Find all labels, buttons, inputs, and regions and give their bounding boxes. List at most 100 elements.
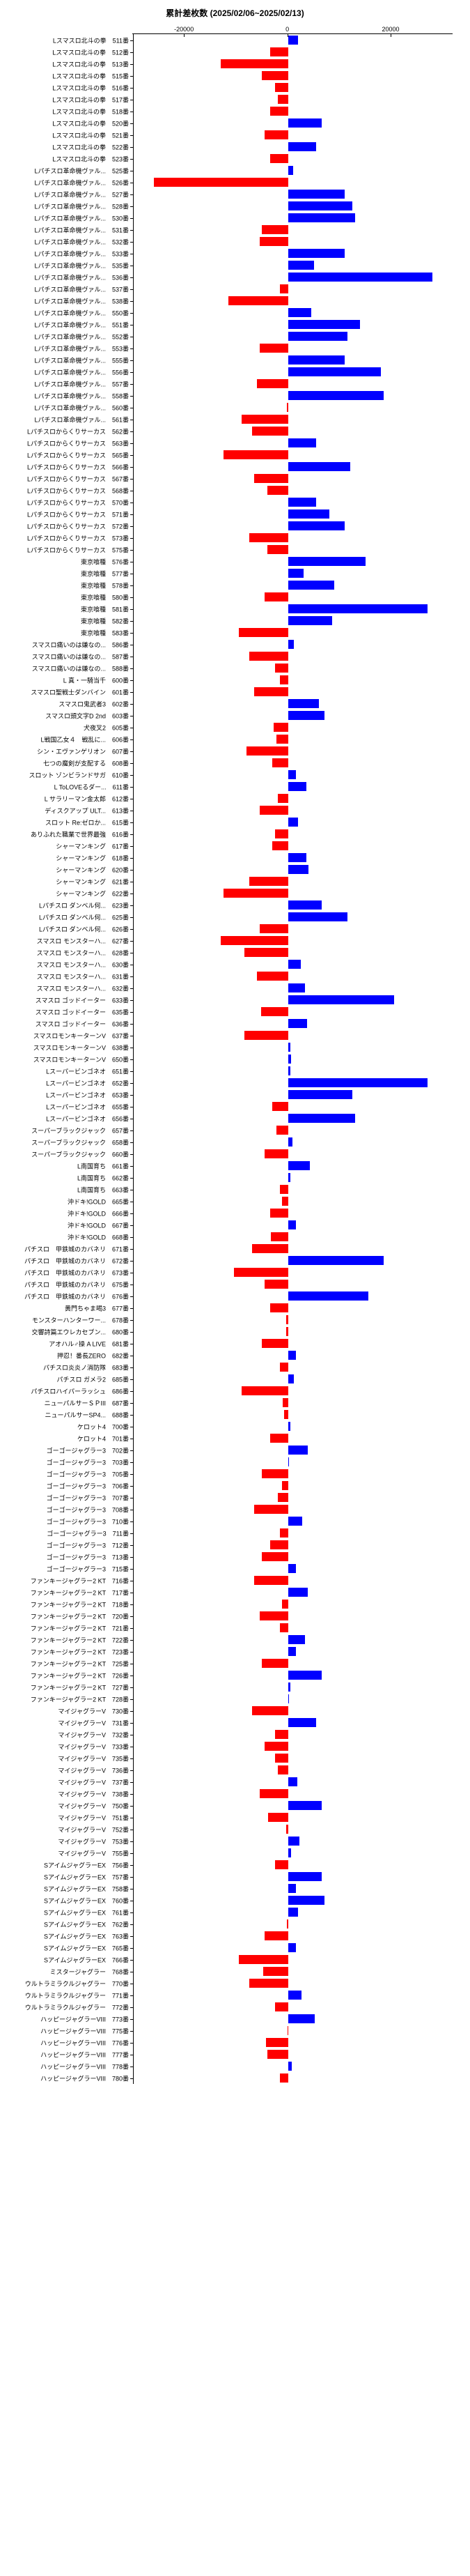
y-label: ゴーゴージャグラー3 711番 xyxy=(47,1528,133,1538)
y-label: Lスマスロ北斗の拳 511番 xyxy=(53,36,133,45)
y-label: ありふれた職業で世界最強 616番 xyxy=(31,829,133,838)
bar-row: 東京喰種 577番 xyxy=(133,567,453,579)
bar xyxy=(262,1552,288,1561)
y-label: SアイムジャグラーEX 766番 xyxy=(44,1955,133,1964)
bar xyxy=(288,995,394,1004)
y-label: ニューパルサーSP4... 688番 xyxy=(45,1410,133,1419)
y-label: マイジャグラーV 735番 xyxy=(58,1754,133,1763)
y-label: ファンキージャグラー2 KT 716番 xyxy=(31,1576,133,1585)
bar xyxy=(288,912,347,921)
bar xyxy=(270,1209,288,1218)
bar xyxy=(265,1280,288,1289)
bar-row: ファンキージャグラー2 KT 725番 xyxy=(133,1657,453,1669)
bar-row: ウルトラミラクルジャグラー 772番 xyxy=(133,2001,453,2013)
bar-row: Lパチスロ革命機ヴァル... 526番 xyxy=(133,176,453,188)
y-label: Lパチスロ革命機ヴァル... 537番 xyxy=(34,284,133,293)
bar-row: 東京喰種 576番 xyxy=(133,555,453,567)
bar-row: L南国育ち 661番 xyxy=(133,1160,453,1172)
bar-row: Lパチスロ革命機ヴァル... 538番 xyxy=(133,295,453,307)
bar-row: Lパチスロ革命機ヴァル... 555番 xyxy=(133,354,453,366)
bar xyxy=(254,1576,288,1585)
bar-row: ハッピージャグラーVIII 780番 xyxy=(133,2072,453,2084)
bar xyxy=(275,83,288,92)
y-label: Lパチスロ革命機ヴァル... 535番 xyxy=(34,261,133,270)
y-label: 犬夜叉2 605番 xyxy=(84,723,133,732)
bar-row: パチスロ 甲鉄城のカバネリ 671番 xyxy=(133,1243,453,1255)
y-label: ファンキージャグラー2 KT 718番 xyxy=(31,1600,133,1609)
y-label: SアイムジャグラーEX 765番 xyxy=(44,1943,133,1952)
bar-row: L ToLOVEるダー... 611番 xyxy=(133,781,453,792)
bar xyxy=(288,521,345,530)
bar-row: Lパチスロからくりサーカス 573番 xyxy=(133,532,453,544)
bar xyxy=(288,1647,296,1656)
y-label: パチスロ ガメラ2 685番 xyxy=(56,1374,133,1383)
y-label: Lパチスロ革命機ヴァル... 551番 xyxy=(34,320,133,329)
bar xyxy=(239,628,288,637)
y-label: Lパチスロからくりサーカス 568番 xyxy=(27,486,133,495)
y-label: スマスロ モンスターハ... 628番 xyxy=(37,948,133,957)
bar-row: ゴーゴージャグラー3 710番 xyxy=(133,1515,453,1527)
y-label: SアイムジャグラーEX 758番 xyxy=(44,1884,133,1893)
bar xyxy=(288,900,322,910)
y-label: スマスロ鬼武者3 602番 xyxy=(58,699,133,708)
bar xyxy=(288,865,309,874)
y-label: Lスーパービンゴネオ 652番 xyxy=(46,1078,133,1087)
bar xyxy=(288,782,306,791)
bar-row: Lスーパービンゴネオ 656番 xyxy=(133,1112,453,1124)
bar-row: ゴーゴージャグラー3 707番 xyxy=(133,1492,453,1503)
bar xyxy=(288,391,384,400)
bar-row: SアイムジャグラーEX 761番 xyxy=(133,1906,453,1918)
bar xyxy=(265,592,288,601)
bar xyxy=(288,1078,428,1087)
bar xyxy=(288,1635,305,1644)
bar xyxy=(288,1173,291,1182)
bar xyxy=(265,1931,288,1940)
y-label: ファンキージャグラー2 KT 727番 xyxy=(31,1682,133,1692)
bar xyxy=(286,1315,288,1324)
y-label: Lパチスロからくりサーカス 567番 xyxy=(27,474,133,483)
bar xyxy=(288,1374,295,1383)
y-label: スマスロモンキーターンV 650番 xyxy=(33,1055,133,1064)
y-label: ファンキージャグラー2 KT 726番 xyxy=(31,1671,133,1680)
bar-row: Lパチスロ革命機ヴァル... 528番 xyxy=(133,200,453,212)
y-label: マイジャグラーV 751番 xyxy=(58,1813,133,1822)
bar xyxy=(288,273,433,282)
y-label: L南国育ち 662番 xyxy=(77,1173,133,1182)
bar-row: Lパチスロからくりサーカス 572番 xyxy=(133,520,453,532)
y-label: Lパチスロからくりサーカス 565番 xyxy=(27,450,133,459)
bar-row: マイジャグラーV 750番 xyxy=(133,1800,453,1811)
bar xyxy=(275,829,288,838)
bar-row: ゴーゴージャグラー3 715番 xyxy=(133,1563,453,1574)
bar xyxy=(282,1481,288,1490)
bar-row: Lパチスロからくりサーカス 570番 xyxy=(133,496,453,508)
bar-row: L南国育ち 663番 xyxy=(133,1183,453,1195)
bar xyxy=(280,1363,288,1372)
y-label: 東京喰種 582番 xyxy=(81,616,133,625)
y-label: 沖ドキ!GOLD 667番 xyxy=(68,1220,133,1229)
bar xyxy=(272,841,288,850)
bar xyxy=(282,1600,288,1609)
bar xyxy=(288,201,353,210)
bar-row: ケロット4 701番 xyxy=(133,1432,453,1444)
bar-row: スマスロ聖戦士ダンバイン 601番 xyxy=(133,686,453,698)
y-label: ハッピージャグラーVIII 777番 xyxy=(40,2050,133,2059)
y-label: Lスマスロ北斗の拳 512番 xyxy=(52,47,133,56)
bar-row: マイジャグラーV 755番 xyxy=(133,1847,453,1859)
bar-row: 犬夜叉2 605番 xyxy=(133,721,453,733)
bar xyxy=(272,1102,288,1111)
bar xyxy=(275,1754,288,1763)
bar xyxy=(260,237,288,246)
bar xyxy=(249,877,288,886)
bar-row: マイジャグラーV 738番 xyxy=(133,1788,453,1800)
bar xyxy=(288,1671,322,1680)
y-label: スマスロ痛いのは嫌なの... 586番 xyxy=(32,640,133,649)
bar-row: ファンキージャグラー2 KT 718番 xyxy=(133,1598,453,1610)
y-label: SアイムジャグラーEX 760番 xyxy=(44,1896,133,1905)
bar-row: ウルトラミラクルジャグラー 771番 xyxy=(133,1989,453,2001)
chart-container: 累計差枚数 (2025/02/06~2025/02/13) -200000200… xyxy=(7,7,463,2084)
bar xyxy=(288,332,347,341)
bar-row: パチスロ 甲鉄城のカバネリ 672番 xyxy=(133,1255,453,1266)
y-label: パチスロ炎炎ノ消防隊 683番 xyxy=(43,1363,133,1372)
bar-row: ファンキージャグラー2 KT 722番 xyxy=(133,1634,453,1646)
bar xyxy=(267,486,288,495)
